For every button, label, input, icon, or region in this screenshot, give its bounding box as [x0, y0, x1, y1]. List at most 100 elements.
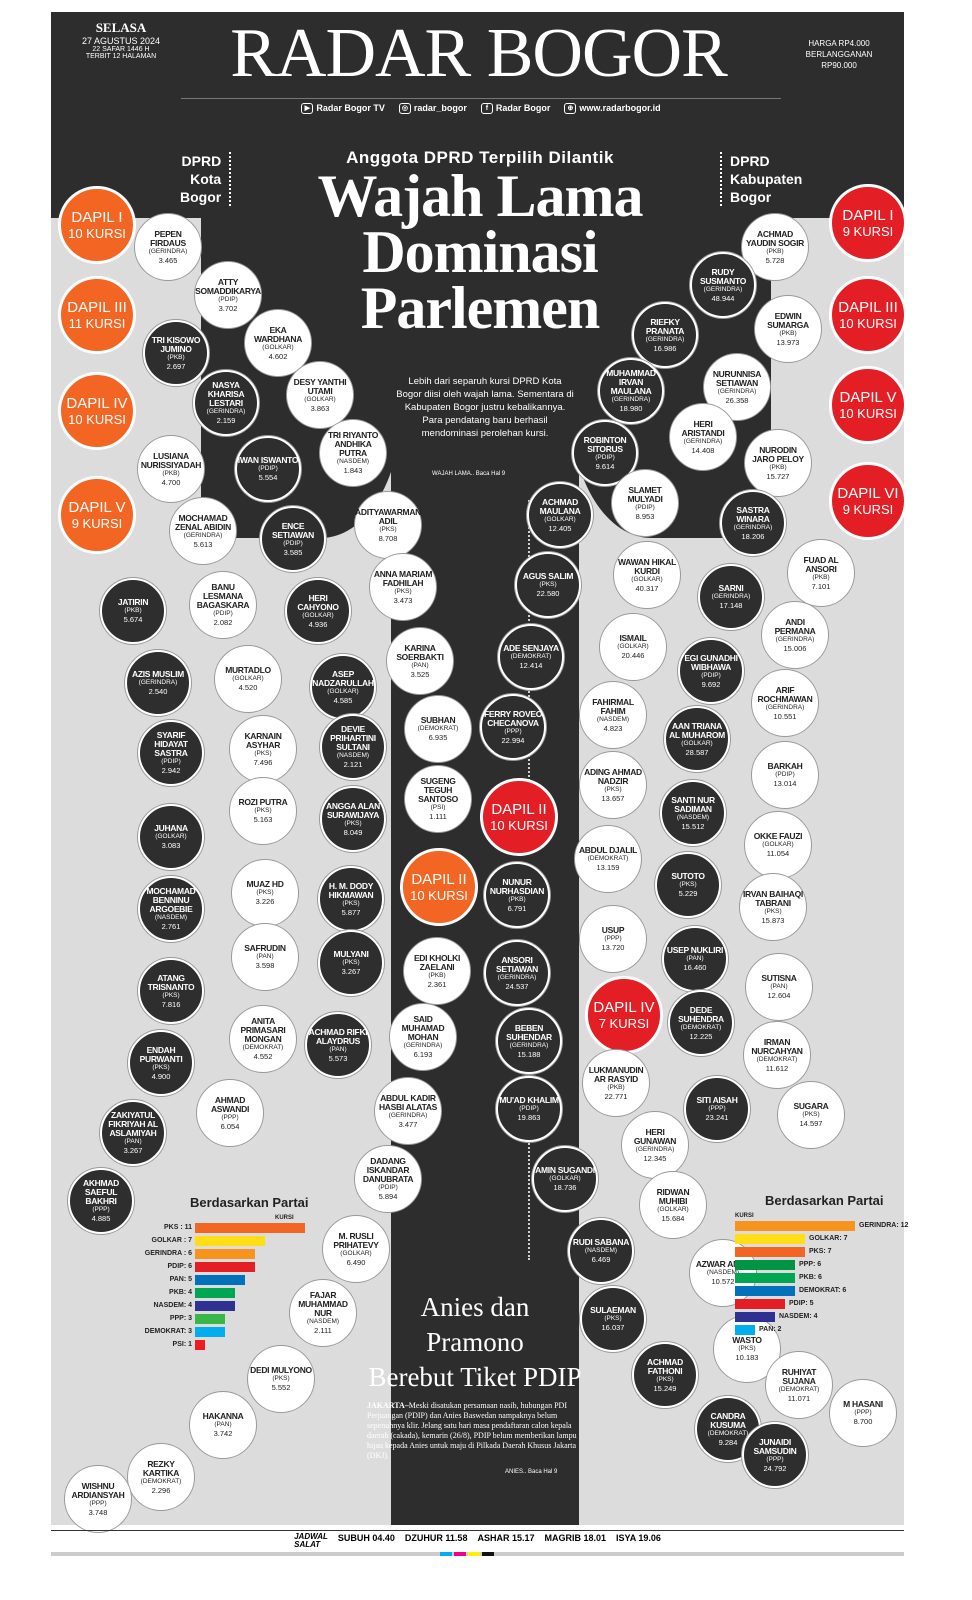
social-link[interactable]: ⊕ www.radarbogor.id [564, 103, 661, 116]
chart-bar [195, 1262, 255, 1272]
member-votes: 2.121 [343, 760, 363, 769]
member-votes: 15.188 [517, 1049, 541, 1059]
prayer-time: MAGRIB 18.01 [544, 1533, 607, 1543]
article-headline-line: Pramono [426, 1327, 524, 1357]
section-line: Bogor [730, 189, 772, 205]
member-name: SAID MUHAMAD MOHAN [401, 1014, 445, 1042]
member-node: DADANG ISKANDAR DANUBRATA (PDIP) 5.894 [355, 1146, 421, 1212]
chart-bar [195, 1249, 255, 1259]
member-party: (PDIP) [701, 671, 721, 679]
member-node: SAFRUDIN (PAN) 3.598 [232, 924, 298, 990]
member-party: (PAN) [329, 1045, 347, 1053]
member-node: BEBEN SUHENDAR (GERINDRA) 15.188 [496, 1008, 562, 1074]
kicker: Anggota DPRD Terpilih Dilantik [346, 148, 614, 167]
member-name: ASEP NADZARULLAH [312, 668, 374, 688]
member-node: ANGGA ALAN SURAWIJAYA (PKS) 8.049 [320, 786, 386, 852]
social-label: Radar Bogor TV [316, 103, 385, 113]
member-name: HERI ARISTANDI [681, 418, 725, 438]
member-party: (DEMOKRAT) [587, 855, 629, 862]
member-party: (DEMOKRAT) [707, 1429, 749, 1437]
member-node: EKA WARDHANA (GOLKAR) 4.602 [245, 310, 311, 376]
member-node: ENDAH PURWANTI (PKS) 4.900 [128, 1030, 194, 1096]
member-node: EGI GUNADHI WIBHAWA (PDIP) 9.692 [678, 638, 744, 704]
member-name: SUTISNA [761, 973, 797, 983]
member-votes: 18.206 [741, 531, 765, 541]
member-party: (PKB) [428, 971, 446, 979]
member-votes: 7.816 [161, 999, 181, 1009]
member-node: AAN TRIANA AL MUHAROM (GOLKAR) 28.587 [664, 706, 730, 772]
chart-bar [195, 1236, 265, 1246]
member-party: (GERINDRA) [733, 523, 773, 531]
member-party: (DEMOKRAT) [417, 725, 459, 732]
member-party: (PKS) [539, 581, 557, 588]
member-party: (PDIP) [213, 610, 233, 617]
member-node: MUAZ HD (PKS) 3.226 [232, 860, 298, 926]
member-node: SUGARA (PKS) 14.597 [778, 1082, 844, 1148]
member-votes: 5.229 [678, 889, 698, 898]
member-name: RUHIYAT SUJANA [781, 1366, 817, 1386]
member-votes: 18.980 [619, 404, 643, 413]
chart-title: Berdasarkan Partai [765, 1193, 884, 1208]
member-party: (PKS) [656, 1375, 674, 1383]
member-name: LUSIANA NURISSIYADAH [140, 450, 202, 470]
member-node: NURODIN JARO PELOY (PKB) 15.727 [745, 430, 811, 496]
member-node: ADE SENJAYA (DEMOKRAT) 12.414 [498, 624, 564, 690]
member-party: (GERINDRA) [635, 1145, 675, 1153]
member-votes: 22.994 [501, 735, 525, 745]
member-name: HERI CAHYONO [297, 592, 339, 612]
member-node: SUTOTO (PKS) 5.229 [655, 852, 721, 918]
headline-line: Parlemen [360, 275, 601, 341]
social-link[interactable]: f Radar Bogor [480, 103, 550, 116]
member-votes: 15.006 [783, 643, 807, 653]
chart-category-label: PPP: 3 [169, 1315, 192, 1322]
member-party: (GERINDRA) [388, 1111, 428, 1119]
member-party: (PAN) [686, 955, 704, 962]
member-name: ANDI PERMANA [774, 616, 816, 636]
social-link[interactable]: ▶ Radar Bogor TV [301, 103, 385, 116]
member-name: ADITYAWARMAN ADIL [355, 506, 421, 526]
masthead-bar: SELASA 27 AGUSTUS 2024 22 SAFAR 1446 H T… [51, 12, 904, 120]
member-party: (PKS) [738, 1345, 756, 1352]
member-party: (GERINDRA) [683, 437, 723, 445]
member-name: SAFRUDIN [244, 943, 286, 953]
member-node: ROBINTON SITORUS (PDIP) 9.614 [572, 420, 638, 486]
member-votes: 13.159 [596, 863, 620, 872]
member-node: ABDUL DJALIL (DEMOKRAT) 13.159 [575, 826, 641, 892]
member-node: ACHMAD YAUDIN SOGIR (PKB) 5.728 [742, 214, 808, 280]
social-link[interactable]: ◎ radar_bogor [398, 103, 467, 116]
hijri-date: 22 SAFAR 1446 H [92, 46, 150, 53]
x-facebook-icon: f [480, 103, 493, 115]
chart-bar [195, 1275, 245, 1285]
member-node: TRI RIYANTO ANDHIKA PUTRA (NASDEM) 1.843 [320, 420, 386, 486]
dapil-seats: 7 KURSI [598, 1016, 650, 1031]
member-node: NASYA KHARISA LESTARI (GERINDRA) 2.159 [193, 370, 259, 436]
date-block: SELASA 27 AGUSTUS 2024 22 SAFAR 1446 H T… [61, 20, 181, 60]
member-votes: 15.727 [766, 471, 790, 481]
member-name: IRMAN NURCAHYAN [751, 1036, 803, 1056]
member-name: ADE SENJAYA [503, 643, 559, 653]
member-name: SULAEMAN [590, 1305, 636, 1315]
member-party: (GOLKAR) [617, 643, 649, 650]
member-votes: 12.225 [689, 1031, 713, 1041]
member-name: SYARIF HIDAYAT SASTRA [154, 730, 188, 758]
member-party: (PKS) [604, 785, 622, 793]
member-node: SASTRA WINARA (GERINDRA) 18.206 [720, 490, 786, 556]
member-votes: 16.037 [601, 1323, 625, 1332]
party-chart-kota: Berdasarkan Partai KURSI PKS : 11 GOLKAR : … [110, 1195, 310, 1355]
member-node: HERI CAHYONO (GOLKAR) 4.936 [285, 578, 351, 644]
member-node: KARINA SOERBAKTI (PAN) 3.525 [387, 628, 453, 694]
dapil-name: DAPIL II [411, 871, 467, 888]
member-votes: 14.408 [691, 445, 715, 455]
member-name: ABDUL DJALIL [578, 845, 638, 855]
member-party: (PKS) [342, 959, 360, 966]
chart-category-label: GOLKAR : 7 [151, 1237, 192, 1244]
member-party: (PPP) [854, 1409, 872, 1416]
dapil-name: DAPIL I [842, 207, 894, 224]
member-votes: 5.163 [253, 815, 273, 824]
member-votes: 22.771 [604, 1091, 628, 1101]
member-node: RUDI SABANA (NASDEM) 6.469 [568, 1218, 634, 1284]
member-party: (PPP) [708, 1105, 726, 1112]
section-line: DPRD [181, 153, 222, 169]
member-name: LUKMANUDIN AR RASYID [588, 1064, 644, 1084]
